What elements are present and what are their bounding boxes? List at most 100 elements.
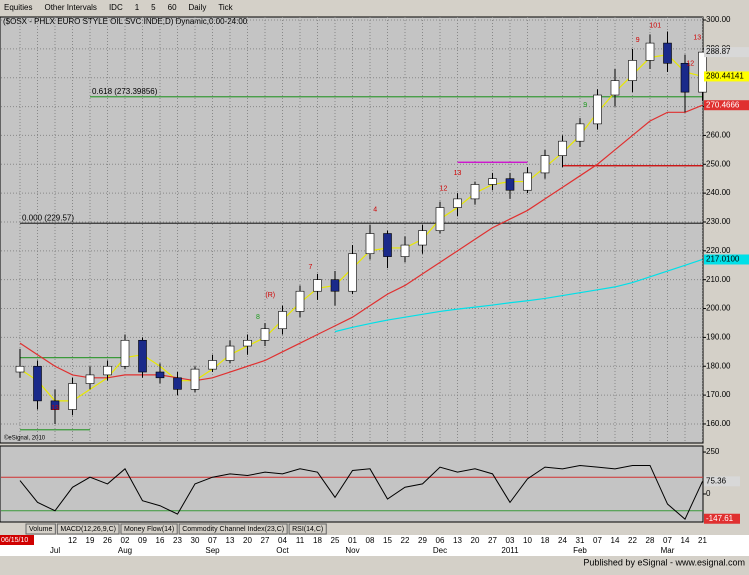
y-tick-label: 250.00 xyxy=(706,159,731,168)
x-tick-label: 20 xyxy=(243,536,252,545)
x-tick-label: 13 xyxy=(226,536,235,545)
x-tick-label: 10 xyxy=(523,536,532,545)
y-tick-label: 190.00 xyxy=(706,333,731,342)
y-tick-label: 300.00 xyxy=(706,15,731,24)
tab-frame[interactable] xyxy=(25,523,56,535)
candle-body xyxy=(383,233,392,257)
date-axis xyxy=(0,535,749,556)
x-tick-label: 16 xyxy=(156,536,165,545)
td-count: 9 xyxy=(583,102,587,109)
td-count: 13 xyxy=(693,35,701,42)
toolbar-item[interactable]: 60 xyxy=(168,3,177,12)
candle-body xyxy=(138,339,147,373)
y-tick-label: 230.00 xyxy=(706,217,731,226)
td-count: (R) xyxy=(265,292,275,299)
candle-body xyxy=(85,374,95,384)
tab-frame[interactable] xyxy=(120,523,178,535)
candle-body xyxy=(120,339,130,367)
candle-body xyxy=(610,80,620,96)
x-tick-label: 22 xyxy=(401,536,410,545)
indicator-tab[interactable]: Commodity Channel Index(23,C) xyxy=(182,526,284,533)
y-tick-label: 0 xyxy=(706,489,711,498)
month-label: Sep xyxy=(205,546,220,555)
x-tick-label: 21 xyxy=(698,536,707,545)
x-tick-label: 01 xyxy=(348,536,357,545)
x-tick-label: 25 xyxy=(331,536,340,545)
toolbar-item[interactable]: Tick xyxy=(218,3,233,12)
candle-body xyxy=(190,368,200,390)
y-tick-label: 220.00 xyxy=(706,246,731,255)
x-tick-label: 22 xyxy=(628,536,637,545)
td-count: 12 xyxy=(686,61,694,68)
candle-body xyxy=(33,365,42,402)
month-label: 2011 xyxy=(501,546,519,555)
toolbar-item[interactable]: 5 xyxy=(151,3,156,12)
candle-body xyxy=(208,360,217,370)
month-label: Dec xyxy=(433,546,447,555)
candle-body xyxy=(488,178,497,185)
candle-body xyxy=(348,253,357,292)
candle-body xyxy=(645,42,655,61)
indicator-tab[interactable]: MACD(12,26,9,C) xyxy=(60,526,116,533)
indicator-tab[interactable]: RSI(14,C) xyxy=(292,526,323,533)
start-date: 06/15/10 xyxy=(1,537,28,544)
td-count: 4 xyxy=(373,207,377,214)
value-marker xyxy=(704,476,740,487)
level-label: 0.000 (229.57) xyxy=(22,213,74,222)
toolbar xyxy=(0,0,749,16)
price-marker-label: 280.44141 xyxy=(706,72,744,81)
footer: Published by eSignal - www.esignal.com xyxy=(583,557,745,567)
x-tick-label: 08 xyxy=(366,536,375,545)
copyright: ©eSignal, 2010 xyxy=(4,435,46,442)
price-panel xyxy=(0,16,704,444)
month-label: Mar xyxy=(661,546,675,555)
candle-body xyxy=(103,365,112,376)
indicator-tab[interactable]: Volume xyxy=(29,526,52,533)
price-marker xyxy=(704,254,749,265)
candle-body xyxy=(435,207,445,231)
indicator-panel xyxy=(0,445,704,523)
x-tick-label: 18 xyxy=(541,536,550,545)
x-tick-label: 29 xyxy=(418,536,427,545)
y-tick-label: 250 xyxy=(706,447,720,456)
x-tick-label: 03 xyxy=(506,536,515,545)
x-tick-label: 07 xyxy=(663,536,672,545)
x-tick-label: 07 xyxy=(208,536,217,545)
candle-body xyxy=(575,123,585,142)
price-marker xyxy=(704,71,749,82)
td-count: 13 xyxy=(51,405,59,412)
x-tick-label: 27 xyxy=(261,536,270,545)
toolbar-item[interactable]: Daily xyxy=(189,3,207,12)
x-tick-label: 28 xyxy=(646,536,655,545)
td-count: 9 xyxy=(636,37,640,44)
toolbar-item[interactable]: Equities xyxy=(4,3,32,12)
tab-frame[interactable] xyxy=(56,523,120,535)
indicator-line xyxy=(19,53,703,402)
toolbar-item[interactable]: IDC xyxy=(109,3,123,12)
candle-body xyxy=(593,94,602,125)
x-tick-label: 20 xyxy=(471,536,480,545)
candle-body xyxy=(225,345,235,361)
candle-body xyxy=(680,62,690,93)
toolbar-item[interactable]: Other Intervals xyxy=(44,3,96,12)
tab-frame[interactable] xyxy=(288,523,327,535)
start-date-box xyxy=(0,535,34,545)
month-label: Oct xyxy=(276,546,289,555)
x-tick-label: 18 xyxy=(313,536,322,545)
candle-body xyxy=(68,383,77,410)
price-marker xyxy=(704,100,749,111)
x-tick-label: 11 xyxy=(296,536,305,545)
td-count: 13 xyxy=(454,170,462,177)
x-tick-label: 30 xyxy=(191,536,200,545)
indicator-tab[interactable]: Money Flow(14) xyxy=(124,526,174,533)
y-tick-label: 180.00 xyxy=(706,361,731,370)
candle-body xyxy=(295,290,305,312)
price-marker xyxy=(704,47,749,58)
y-tick-label: 160.00 xyxy=(706,419,731,428)
candle-body xyxy=(173,377,182,390)
value-marker xyxy=(704,513,740,524)
tab-frame[interactable] xyxy=(178,523,288,535)
y-tick-label: 200.00 xyxy=(706,304,731,313)
toolbar-item[interactable]: 1 xyxy=(135,3,140,12)
